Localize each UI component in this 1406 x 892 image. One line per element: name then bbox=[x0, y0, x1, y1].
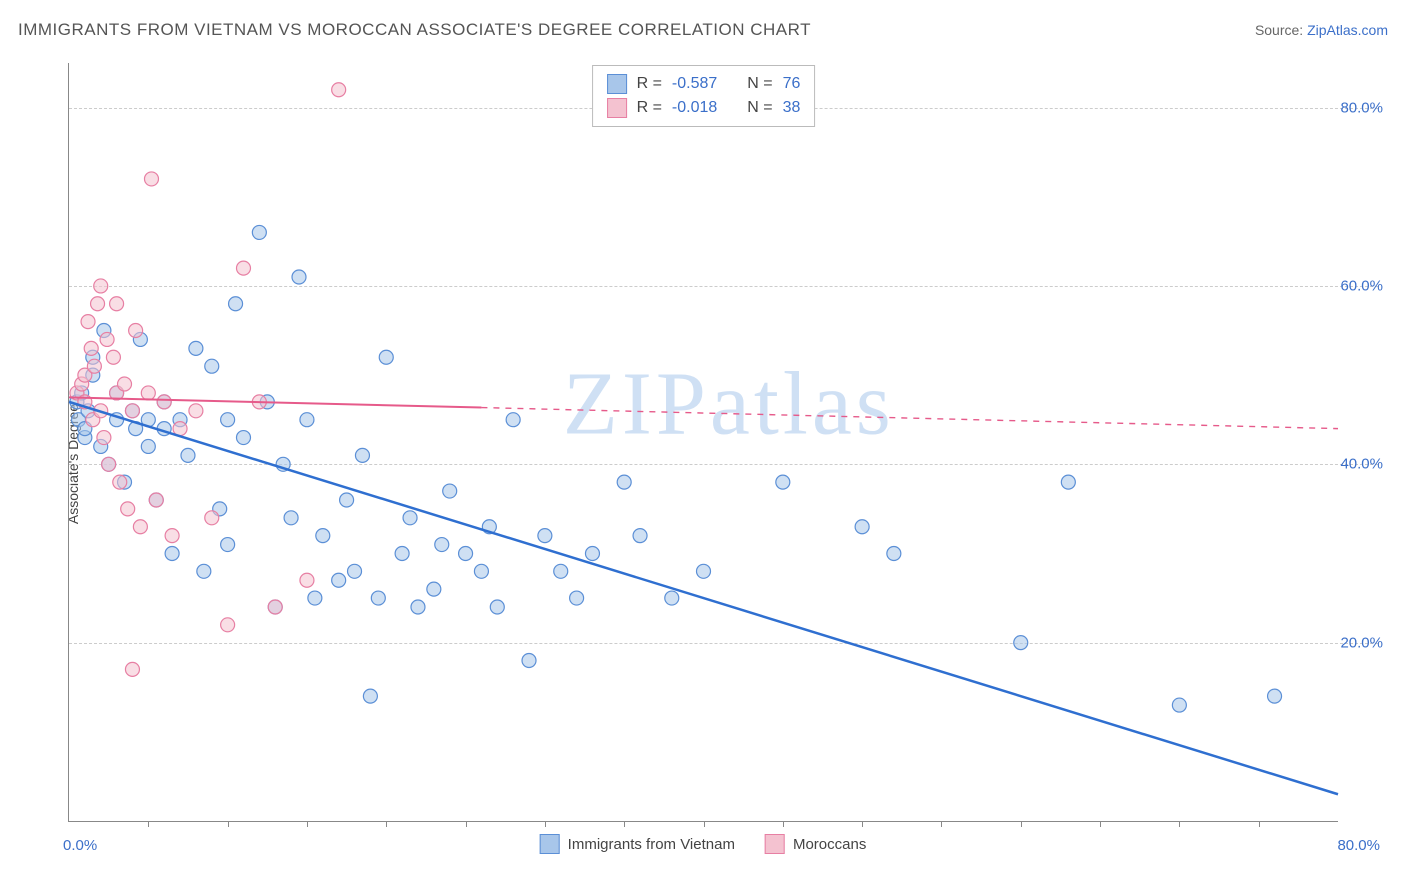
swatch-vietnam bbox=[607, 74, 627, 94]
trend-lines-layer bbox=[69, 63, 1338, 821]
stats-row-moroccans: R = -0.018 N = 38 bbox=[607, 96, 801, 120]
trendline-vietnam bbox=[69, 402, 1338, 794]
x-tick bbox=[148, 821, 149, 827]
stats-n-value: 76 bbox=[783, 75, 801, 93]
source-link[interactable]: ZipAtlas.com bbox=[1307, 22, 1388, 38]
bottom-legend: Immigrants from Vietnam Moroccans bbox=[540, 834, 867, 854]
source-attribution: Source: ZipAtlas.com bbox=[1255, 22, 1388, 38]
legend-swatch-moroccans bbox=[765, 834, 785, 854]
x-axis-min-label: 0.0% bbox=[63, 837, 97, 854]
stats-r-label: R = bbox=[637, 75, 662, 93]
x-tick bbox=[466, 821, 467, 827]
x-tick bbox=[386, 821, 387, 827]
x-axis-max-label: 80.0% bbox=[1337, 837, 1380, 854]
legend-item-moroccans: Moroccans bbox=[765, 834, 866, 854]
x-tick bbox=[1259, 821, 1260, 827]
x-tick bbox=[307, 821, 308, 827]
trendline-dashed-moroccans bbox=[481, 408, 1338, 429]
x-tick bbox=[941, 821, 942, 827]
swatch-moroccans bbox=[607, 98, 627, 118]
x-tick bbox=[624, 821, 625, 827]
trendline-moroccans bbox=[69, 397, 481, 407]
legend-item-vietnam: Immigrants from Vietnam bbox=[540, 834, 735, 854]
x-tick bbox=[862, 821, 863, 827]
legend-swatch-vietnam bbox=[540, 834, 560, 854]
x-tick bbox=[1179, 821, 1180, 827]
x-tick bbox=[704, 821, 705, 827]
chart-title: IMMIGRANTS FROM VIETNAM VS MOROCCAN ASSO… bbox=[18, 20, 811, 40]
stats-r-label: R = bbox=[637, 99, 662, 117]
correlation-stats-box: R = -0.587 N = 76 R = -0.018 N = 38 bbox=[592, 65, 816, 127]
x-tick bbox=[545, 821, 546, 827]
stats-n-label: N = bbox=[747, 75, 772, 93]
stats-n-label: N = bbox=[747, 99, 772, 117]
stats-row-vietnam: R = -0.587 N = 76 bbox=[607, 72, 801, 96]
x-tick bbox=[1100, 821, 1101, 827]
stats-r-value: -0.587 bbox=[672, 75, 717, 93]
plot-area: ZIPatlas R =-0.587N =76R =-0.018N =38 20… bbox=[68, 63, 1338, 822]
legend-label: Immigrants from Vietnam bbox=[568, 836, 735, 853]
source-label: Source: bbox=[1255, 22, 1303, 38]
chart-container: Associate's Degree ZIPatlas R =-0.587N =… bbox=[18, 55, 1388, 872]
x-tick bbox=[1021, 821, 1022, 827]
chart-header: IMMIGRANTS FROM VIETNAM VS MOROCCAN ASSO… bbox=[18, 20, 1388, 40]
stats-r-value: -0.018 bbox=[672, 99, 717, 117]
x-tick bbox=[783, 821, 784, 827]
x-tick bbox=[228, 821, 229, 827]
legend-label: Moroccans bbox=[793, 836, 866, 853]
stats-n-value: 38 bbox=[783, 99, 801, 117]
